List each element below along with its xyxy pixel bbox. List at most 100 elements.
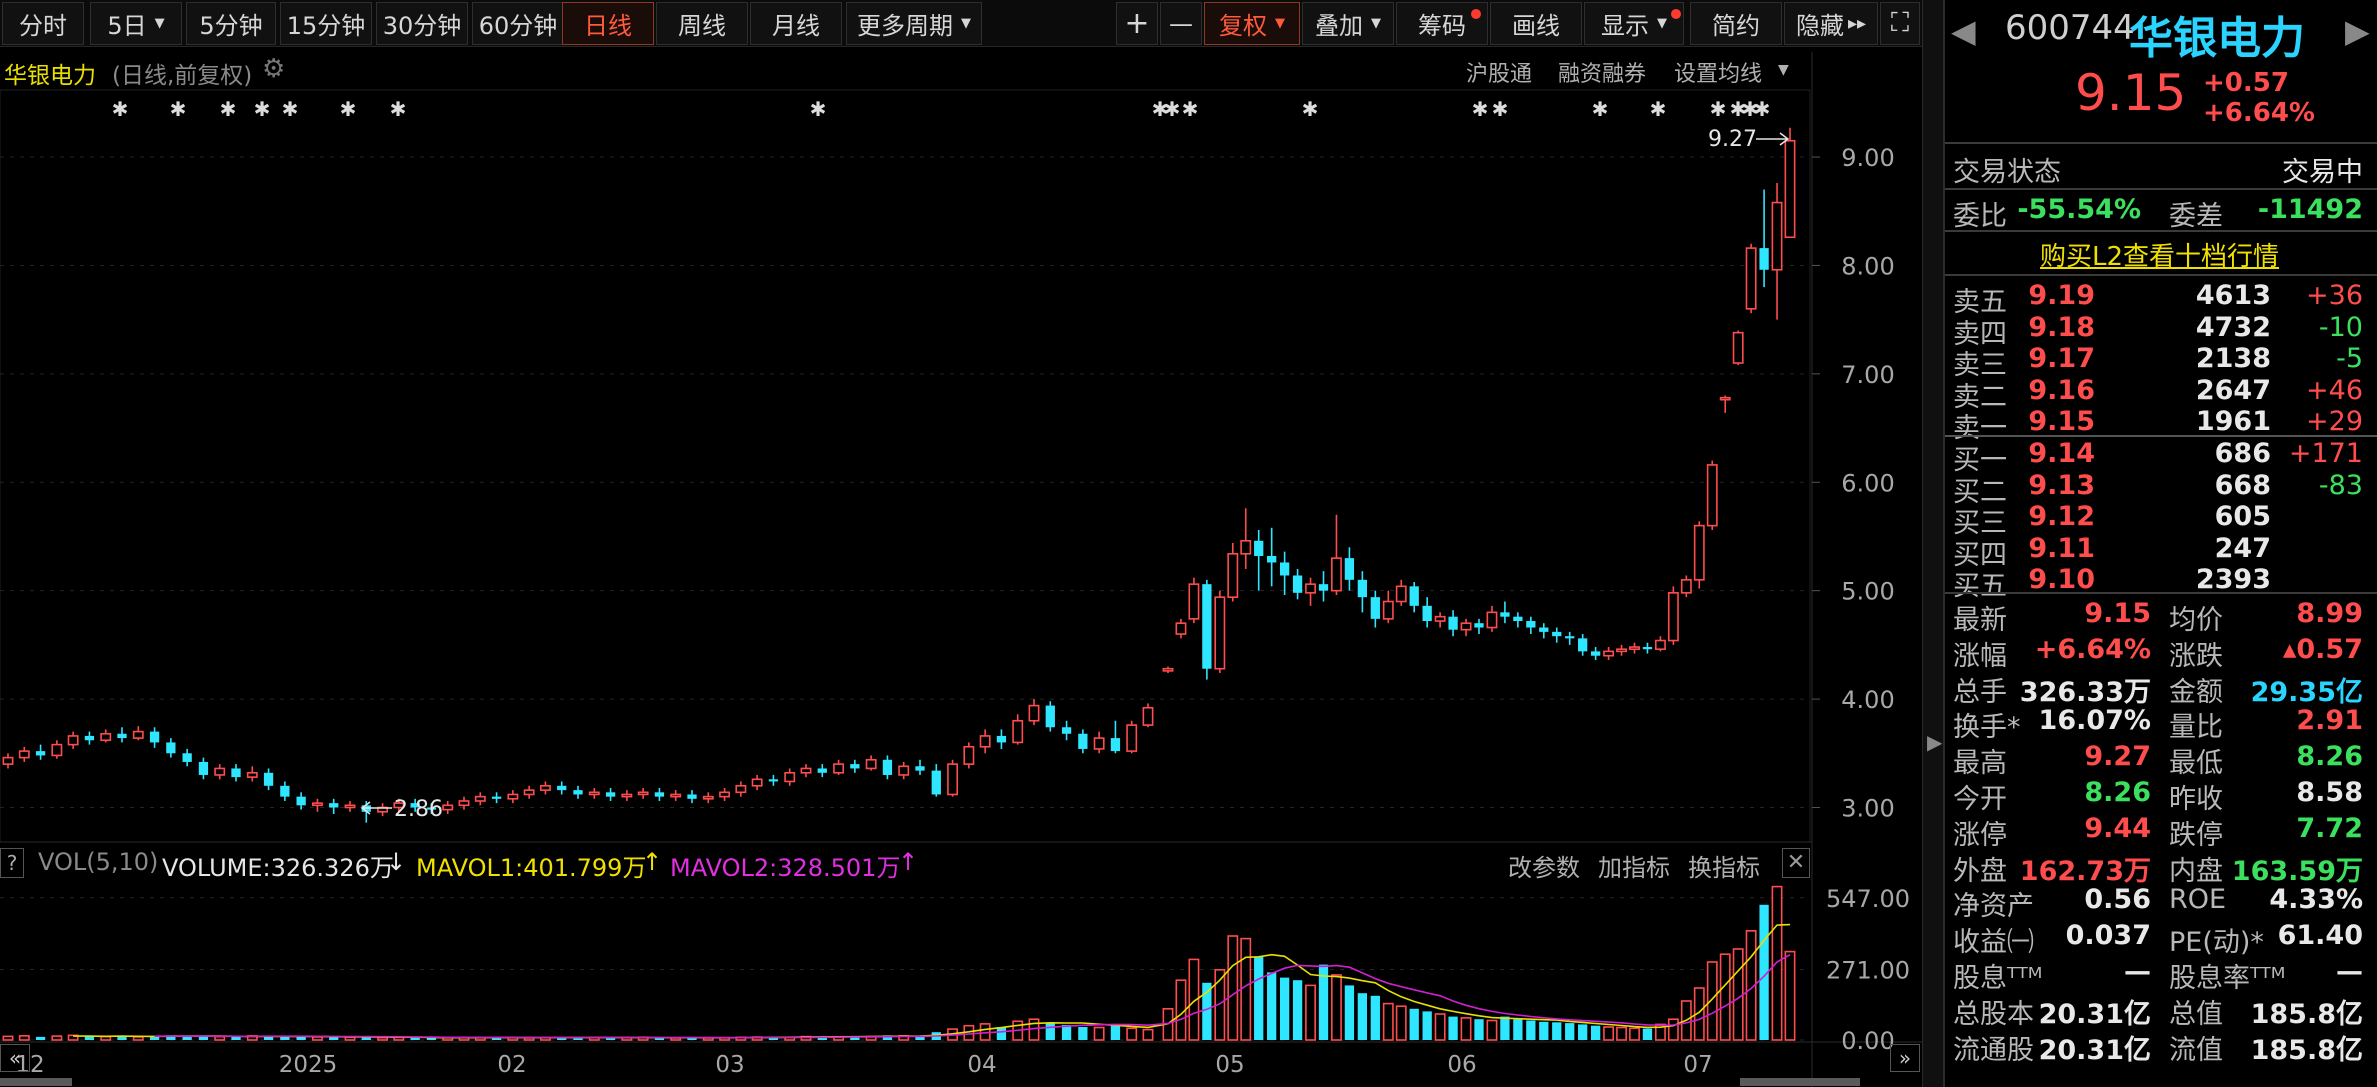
kline-chart[interactable]: 9.00 8.00 7.00 6.00 5.00 4.00 3.00 547.00 271.00… <box>0 0 1922 1087</box>
panel-splitter[interactable] <box>1922 0 1943 1087</box>
candle-body <box>539 784 551 791</box>
tab-fenshi[interactable]: 分时 <box>2 2 84 45</box>
volume-bar <box>1202 982 1212 1040</box>
candle-body <box>1434 615 1446 622</box>
tab-60min[interactable]: 60分钟 <box>472 2 564 45</box>
volume-bar <box>1474 1019 1484 1040</box>
xianshi-button[interactable]: 显示 ▼ <box>1584 2 1684 45</box>
event-marker-icon: ✱ <box>810 97 827 121</box>
tab-30min[interactable]: 30分钟 <box>376 2 468 45</box>
volume-bar <box>687 1037 697 1040</box>
huaxian-button[interactable]: 画线 <box>1490 2 1582 45</box>
candle-body <box>1240 539 1252 555</box>
period-toolbar: 分时 5日 ▼ 5分钟 15分钟 30分钟 60分钟 日线 周线 月线 更多周期 ▼… <box>0 0 1923 47</box>
candle-body <box>1693 524 1705 581</box>
candle-body <box>442 804 454 811</box>
ask-row-price: 9.16 <box>2028 374 2095 406</box>
chouma-button[interactable]: 筹码 <box>1396 2 1488 45</box>
candle-body <box>817 768 827 773</box>
candle-body <box>702 795 714 800</box>
gear-icon[interactable]: ⚙ <box>262 54 286 84</box>
volume-bar <box>1078 1027 1088 1040</box>
candle-body <box>1110 738 1121 752</box>
volume-bar <box>573 1037 583 1040</box>
scroll-right-button[interactable]: » <box>1890 1044 1920 1072</box>
candle-body <box>100 732 112 742</box>
stat-label: 跌停 <box>2169 819 2223 851</box>
bid-row-label: 买二 <box>1953 476 2007 508</box>
bid-row-price: 9.11 <box>2028 532 2095 564</box>
gai-canshu-button[interactable]: 改参数 <box>1508 854 1580 882</box>
stat-value: 7.72 <box>2296 812 2363 844</box>
tab-yuexian[interactable]: 月线 <box>750 2 842 45</box>
hugutong-link[interactable]: 沪股通 <box>1466 62 1533 87</box>
volume-bar <box>377 1036 389 1041</box>
yincang-button[interactable]: 隐藏 ▸▸ <box>1784 2 1878 45</box>
volume-bar <box>1629 1027 1640 1041</box>
jia-zhibiao-button[interactable]: 加指标 <box>1598 854 1670 882</box>
stat-value: 16.07% <box>2038 705 2151 737</box>
volume-bar <box>882 1035 893 1040</box>
candle-body <box>1214 596 1226 670</box>
candle-body <box>1188 583 1200 620</box>
fuquan-button[interactable]: 复权 ▼ <box>1204 2 1300 45</box>
bid-row-volume: 605 <box>2214 501 2271 532</box>
volume-bar <box>1719 953 1731 1041</box>
fullscreen-button[interactable]: ⛶ <box>1880 2 1920 45</box>
divider <box>1945 274 2377 276</box>
jianjie-button[interactable]: 简约 <box>1690 2 1782 45</box>
tab-15min[interactable]: 15分钟 <box>280 2 372 45</box>
candle-body <box>1552 631 1562 637</box>
candle-body <box>393 802 405 809</box>
candle-body <box>410 803 420 808</box>
volume-bar <box>1318 964 1329 1040</box>
stat-label: 流值 <box>2169 1034 2223 1066</box>
zoom-in-button[interactable]: + <box>1116 2 1158 45</box>
candle-body <box>1395 585 1407 603</box>
tab-more-periods[interactable]: 更多周期 ▼ <box>846 2 982 45</box>
ask-row-price: 9.19 <box>2028 280 2095 311</box>
zoom-out-button[interactable]: — <box>1160 2 1202 45</box>
candle-body <box>1448 616 1458 630</box>
candle-body <box>182 753 192 762</box>
stat-value: 185.8亿 <box>2250 998 2363 1030</box>
stat-label: 总手 <box>1953 676 2007 708</box>
volume-bar <box>1267 972 1277 1040</box>
diejia-button[interactable]: 叠加 ▼ <box>1302 2 1394 45</box>
set-ma-link[interactable]: 设置均线 <box>1674 62 1763 87</box>
candle-body <box>800 767 812 774</box>
stat-value: 4.33% <box>2269 884 2363 916</box>
tab-zhouxian[interactable]: 周线 <box>656 2 748 45</box>
bid-row-volume: 686 <box>2214 438 2271 469</box>
stat-label: 涨跌 <box>2169 640 2223 672</box>
huan-zhibiao-button[interactable]: 换指标 <box>1688 854 1760 882</box>
candle-body <box>605 792 616 797</box>
candle-body <box>1784 139 1796 239</box>
close-icon[interactable]: ✕ <box>1782 848 1810 878</box>
ask-row-volume: 2138 <box>2195 343 2271 374</box>
stat-value: 185.8亿 <box>2250 1034 2363 1066</box>
help-button[interactable]: ? <box>0 848 24 878</box>
tab-5min[interactable]: 5分钟 <box>186 2 276 45</box>
volume-bar <box>1513 1019 1523 1040</box>
event-marker-icon: ✱ <box>282 97 299 121</box>
l2-upgrade-link[interactable]: 购买L2查看十档行情 <box>2040 242 2280 272</box>
candle-body <box>1254 540 1264 556</box>
candle-body <box>1409 586 1419 606</box>
candle-body <box>882 759 893 775</box>
ask-row-label: 卖五 <box>1953 287 2007 318</box>
next-stock-icon[interactable]: ▶ <box>2345 12 2370 50</box>
quote-panel: ◀ ▶ 600744 华银电力 9.15 +0.57 +6.64% 交易状态 交… <box>1943 0 2377 1087</box>
rongzi-link[interactable]: 融资融券 <box>1558 62 1647 87</box>
candle-body <box>1460 622 1472 631</box>
tab-rixian[interactable]: 日线 <box>562 2 654 45</box>
prev-stock-icon[interactable]: ◀ <box>1951 12 1976 50</box>
tab-5ri[interactable]: 5日 ▼ <box>90 2 182 45</box>
candle-body <box>1422 605 1432 622</box>
scroll-left-button[interactable]: « <box>0 1044 30 1072</box>
stat-label: 股息ᵀᵀᴹ <box>1953 963 2043 994</box>
collapse-panel-icon[interactable]: ▶ <box>1927 730 1943 754</box>
volume-bar <box>1422 1011 1432 1040</box>
candle-body <box>198 761 209 775</box>
candle-body <box>1578 638 1588 652</box>
